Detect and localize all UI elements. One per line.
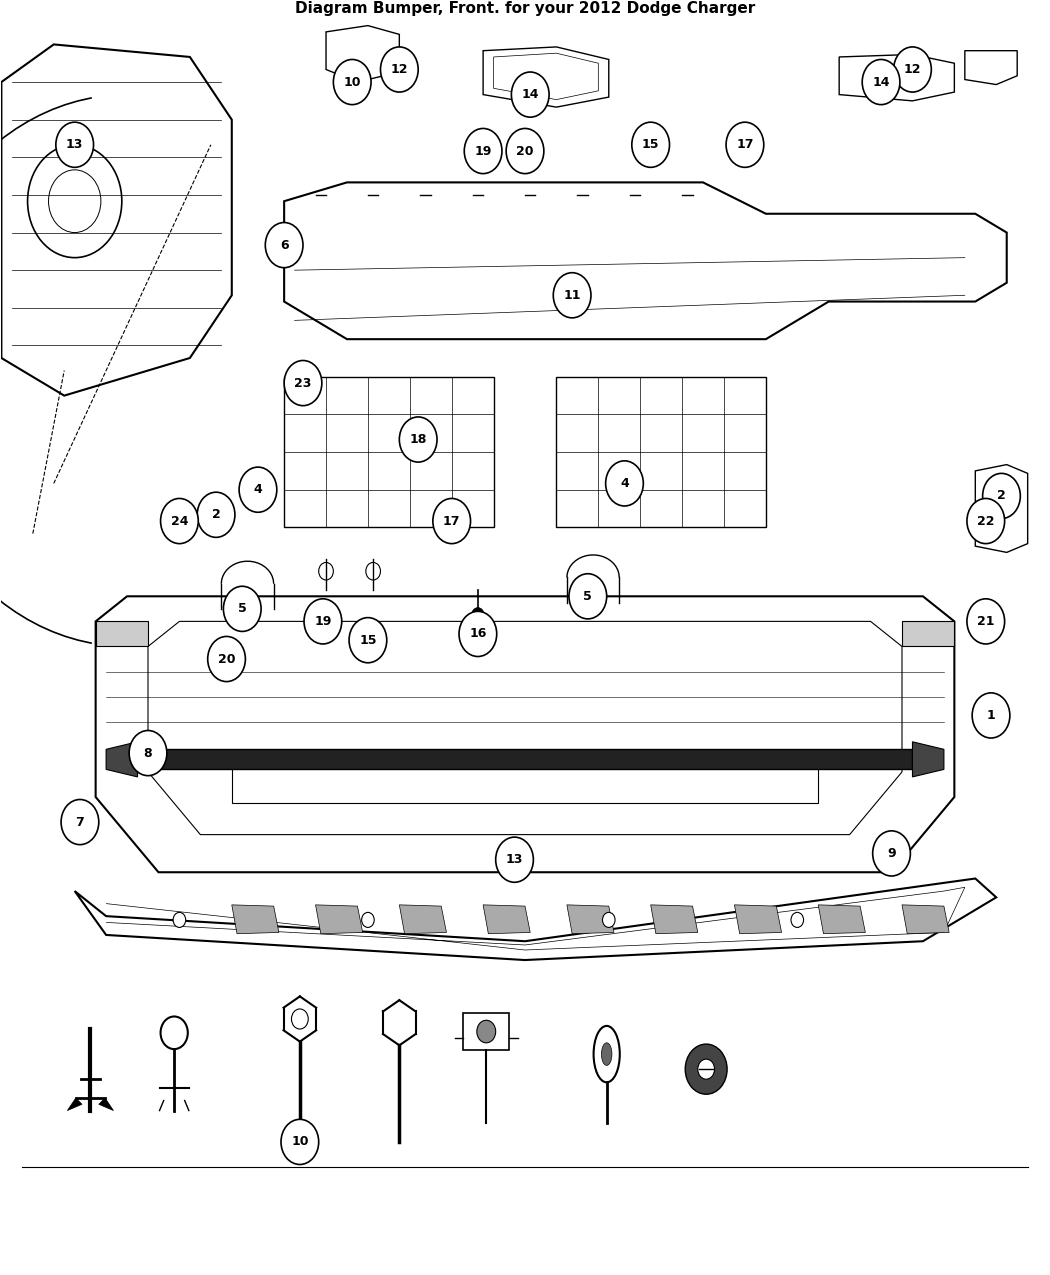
- Circle shape: [496, 838, 533, 882]
- Circle shape: [129, 731, 167, 775]
- Text: 18: 18: [410, 434, 427, 446]
- Circle shape: [983, 473, 1021, 519]
- Circle shape: [208, 636, 246, 682]
- Circle shape: [873, 831, 910, 876]
- Text: 12: 12: [904, 62, 921, 76]
- Text: 12: 12: [391, 62, 408, 76]
- Polygon shape: [316, 905, 362, 933]
- Polygon shape: [818, 905, 865, 933]
- Text: 10: 10: [291, 1136, 309, 1149]
- Circle shape: [967, 599, 1005, 644]
- Text: 10: 10: [343, 75, 361, 88]
- Circle shape: [239, 467, 277, 513]
- Circle shape: [61, 799, 99, 844]
- Text: 22: 22: [978, 515, 994, 528]
- Text: 4: 4: [621, 477, 629, 490]
- Text: Diagram Bumper, Front. for your 2012 Dodge Charger: Diagram Bumper, Front. for your 2012 Dod…: [295, 0, 755, 15]
- Circle shape: [862, 60, 900, 105]
- Polygon shape: [383, 1000, 416, 1046]
- Circle shape: [511, 71, 549, 117]
- Circle shape: [894, 47, 931, 92]
- Circle shape: [224, 586, 261, 631]
- Polygon shape: [902, 621, 954, 646]
- Circle shape: [349, 617, 386, 663]
- Polygon shape: [483, 905, 530, 933]
- Circle shape: [56, 122, 93, 167]
- Text: 20: 20: [517, 144, 533, 158]
- Polygon shape: [96, 621, 148, 646]
- Text: 17: 17: [443, 515, 461, 528]
- Polygon shape: [284, 997, 316, 1042]
- Circle shape: [433, 499, 470, 543]
- Polygon shape: [138, 750, 912, 769]
- Text: 5: 5: [584, 590, 592, 603]
- Circle shape: [399, 417, 437, 462]
- Circle shape: [972, 692, 1010, 738]
- Circle shape: [726, 122, 763, 167]
- Text: 21: 21: [978, 615, 994, 627]
- Circle shape: [477, 1020, 496, 1043]
- Circle shape: [464, 129, 502, 173]
- Text: 20: 20: [217, 653, 235, 666]
- Text: 19: 19: [475, 144, 491, 158]
- Circle shape: [380, 47, 418, 92]
- Text: 17: 17: [736, 138, 754, 152]
- Circle shape: [967, 499, 1005, 543]
- Circle shape: [161, 499, 198, 543]
- Circle shape: [333, 60, 371, 105]
- Circle shape: [173, 913, 186, 927]
- Circle shape: [603, 913, 615, 927]
- Text: 15: 15: [642, 138, 659, 152]
- Text: 2: 2: [998, 490, 1006, 502]
- Polygon shape: [651, 905, 698, 933]
- Polygon shape: [232, 905, 279, 933]
- Circle shape: [632, 122, 670, 167]
- Text: 14: 14: [873, 75, 889, 88]
- Circle shape: [459, 611, 497, 657]
- Ellipse shape: [593, 1026, 620, 1082]
- Text: 15: 15: [359, 634, 377, 646]
- Text: 16: 16: [469, 627, 486, 640]
- Text: 13: 13: [66, 138, 83, 152]
- Circle shape: [686, 1044, 727, 1094]
- Circle shape: [266, 223, 303, 268]
- Circle shape: [281, 1119, 319, 1164]
- Text: 23: 23: [294, 376, 312, 390]
- Text: 2: 2: [212, 509, 220, 521]
- Polygon shape: [106, 742, 138, 776]
- Polygon shape: [902, 905, 949, 933]
- Circle shape: [161, 1016, 188, 1049]
- Circle shape: [569, 574, 607, 618]
- Text: 14: 14: [522, 88, 539, 101]
- Circle shape: [285, 361, 322, 405]
- Circle shape: [304, 599, 341, 644]
- Circle shape: [698, 1060, 715, 1079]
- Polygon shape: [912, 742, 944, 776]
- Text: 5: 5: [238, 602, 247, 616]
- Polygon shape: [734, 905, 781, 933]
- Text: 11: 11: [564, 288, 581, 302]
- Polygon shape: [567, 905, 614, 933]
- Circle shape: [471, 608, 484, 622]
- Text: 4: 4: [254, 483, 262, 496]
- Text: 9: 9: [887, 847, 896, 859]
- Text: 13: 13: [506, 853, 523, 866]
- Circle shape: [553, 273, 591, 317]
- Text: 24: 24: [171, 515, 188, 528]
- Polygon shape: [99, 1098, 113, 1111]
- Text: 19: 19: [314, 615, 332, 627]
- Ellipse shape: [602, 1043, 612, 1066]
- Circle shape: [361, 913, 374, 927]
- Bar: [463, 1012, 509, 1051]
- Polygon shape: [67, 1098, 82, 1111]
- Circle shape: [606, 460, 644, 506]
- Circle shape: [506, 129, 544, 173]
- Circle shape: [791, 913, 803, 927]
- Circle shape: [197, 492, 235, 537]
- Text: 1: 1: [987, 709, 995, 722]
- Polygon shape: [399, 905, 446, 933]
- Text: 6: 6: [280, 238, 289, 251]
- Text: 8: 8: [144, 747, 152, 760]
- Text: 7: 7: [76, 816, 84, 829]
